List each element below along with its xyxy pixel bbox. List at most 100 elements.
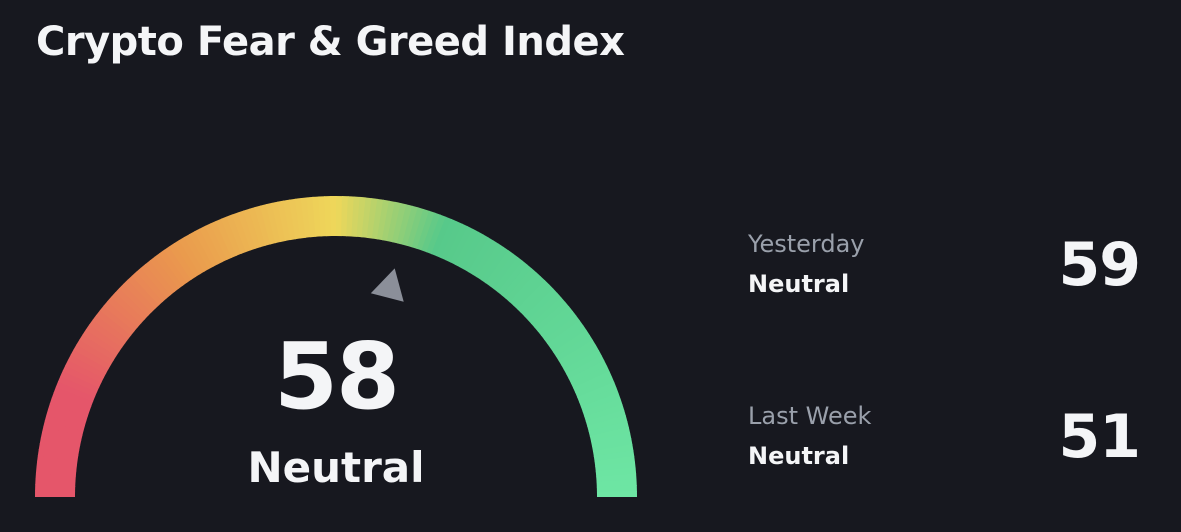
gauge-arc-segment	[242, 208, 262, 249]
history-period-label: Yesterday	[748, 230, 865, 258]
gauge-arc-segment	[300, 197, 312, 238]
history-period-label: Last Week	[748, 402, 872, 430]
gauge-arc-segment	[537, 306, 573, 337]
gauge-arc-segment	[41, 425, 83, 442]
gauge-sentiment-label: Neutral	[247, 443, 425, 492]
gauge-arc	[34, 195, 637, 498]
gauge-arc-segment	[356, 196, 367, 238]
gauge-arc-segment	[568, 360, 608, 384]
gauge-arc-segment	[587, 415, 628, 432]
gauge-arc-segment	[248, 207, 266, 248]
gauge-arc-segment	[173, 239, 201, 278]
gauge-arc-segment	[159, 249, 188, 286]
gauge-arc-segment	[520, 284, 554, 317]
gauge-value: 58	[273, 323, 400, 430]
history-value: 51	[1058, 402, 1141, 472]
gauge-arc-segment	[431, 216, 453, 257]
gauge-arc-segment	[584, 403, 625, 423]
gauge-arc-segment	[89, 319, 126, 348]
gauge-arc-segment	[371, 198, 384, 240]
gauge-arc-segment	[426, 214, 447, 255]
gauge-arc-segment	[591, 438, 633, 452]
gauge-pointer-icon	[370, 268, 404, 302]
gauge-arc-segment	[260, 204, 276, 245]
gauge-arc-segment	[531, 297, 566, 329]
gauge-arc-segment	[550, 324, 587, 353]
gauge-arc-segment	[119, 283, 153, 317]
gauge-arc-segment	[540, 310, 577, 341]
gauge-arc-segment	[566, 355, 605, 380]
gauge-arc-segment	[237, 210, 257, 251]
gauge-arc-segment	[283, 199, 296, 241]
history-sentiment-label: Neutral	[748, 270, 850, 298]
gauge-arc-segment	[476, 243, 504, 281]
gauge-arc-segment	[209, 220, 233, 260]
history-row-last-week: Last Week Neutral 51	[748, 396, 1148, 476]
gauge-arc-segment	[421, 212, 442, 253]
gauge-arc-segment	[445, 223, 469, 263]
gauge-arc-segment	[55, 380, 96, 402]
gauge-arc-segment	[67, 354, 107, 379]
gauge-arc-segment	[306, 196, 317, 238]
gauge-arc-segment	[136, 267, 168, 302]
gauge-arc-segment	[454, 228, 479, 268]
gauge-arc-segment	[140, 263, 172, 299]
gauge-arc-segment	[595, 467, 637, 478]
gauge-arc-segment	[204, 223, 228, 263]
gauge-arc-segment	[467, 237, 495, 275]
gauge-arc-segment	[497, 260, 528, 296]
gauge-arc-segment	[36, 460, 77, 472]
gauge-arc-segment	[593, 449, 635, 463]
gauge-arc-segment	[458, 231, 484, 270]
gauge-arc-segment	[580, 392, 621, 413]
gauge-arc-segment	[96, 309, 132, 340]
gauge-arc-segment	[57, 375, 98, 398]
gauge-arc-segment	[376, 199, 390, 241]
fear-greed-gauge	[34, 195, 637, 498]
gauge-arc-segment	[435, 218, 458, 259]
gauge-arc-segment	[37, 454, 78, 467]
gauge-arc-segment	[163, 246, 192, 283]
gauge-arc-segment	[254, 205, 271, 246]
gauge-arc-segment	[472, 240, 500, 278]
gauge-arc-segment	[547, 320, 584, 349]
gauge-arc-segment	[570, 365, 610, 389]
gauge-arc-segment	[527, 292, 562, 325]
gauge-arc-segment	[62, 364, 102, 388]
gauge-arc-segment	[44, 414, 86, 432]
gauge-arc-segment	[38, 443, 80, 457]
gauge-arc-segment	[386, 201, 402, 243]
gauge-arc-segment	[396, 204, 413, 245]
gauge-arc-segment	[573, 370, 613, 394]
gauge-arc-segment	[39, 437, 81, 452]
gauge-arc-segment	[123, 279, 156, 313]
gauge-arc-segment	[563, 349, 602, 375]
gauge-arc-segment	[178, 236, 205, 275]
history-sentiment-label: Neutral	[748, 442, 850, 470]
gauge-arc-segment	[592, 444, 634, 457]
gauge-arc-segment	[149, 256, 180, 293]
gauge-arc-segment	[47, 403, 89, 422]
gauge-arc-segment	[524, 288, 558, 321]
gauge-arc-segment	[489, 253, 519, 290]
gauge-arc-segment	[509, 271, 541, 306]
gauge-arc-segment	[51, 391, 92, 412]
gauge-arc-segment	[361, 197, 373, 238]
gauge-arc-segment	[558, 339, 597, 366]
gauge-arc-segment	[220, 216, 242, 256]
gauge-arc-segment	[76, 338, 114, 366]
gauge-arc-segment	[590, 432, 632, 447]
gauge-arc-segment	[103, 300, 139, 332]
gauge-arc-segment	[575, 376, 615, 398]
gauge-arc-segment	[194, 228, 219, 267]
gauge-arc-segment	[127, 275, 160, 309]
gauge-arc-segment	[231, 212, 252, 253]
gauge-arc-segment	[440, 221, 463, 261]
gauge-arc-segment	[168, 243, 196, 281]
gauge-arc-segment	[79, 333, 117, 361]
gauge-arc-segment	[585, 409, 626, 427]
gauge-arc-segment	[411, 208, 430, 250]
gauge-arc-segment	[449, 226, 474, 265]
gauge-arc-segment	[110, 292, 145, 324]
gauge-arc-segment	[513, 275, 546, 310]
